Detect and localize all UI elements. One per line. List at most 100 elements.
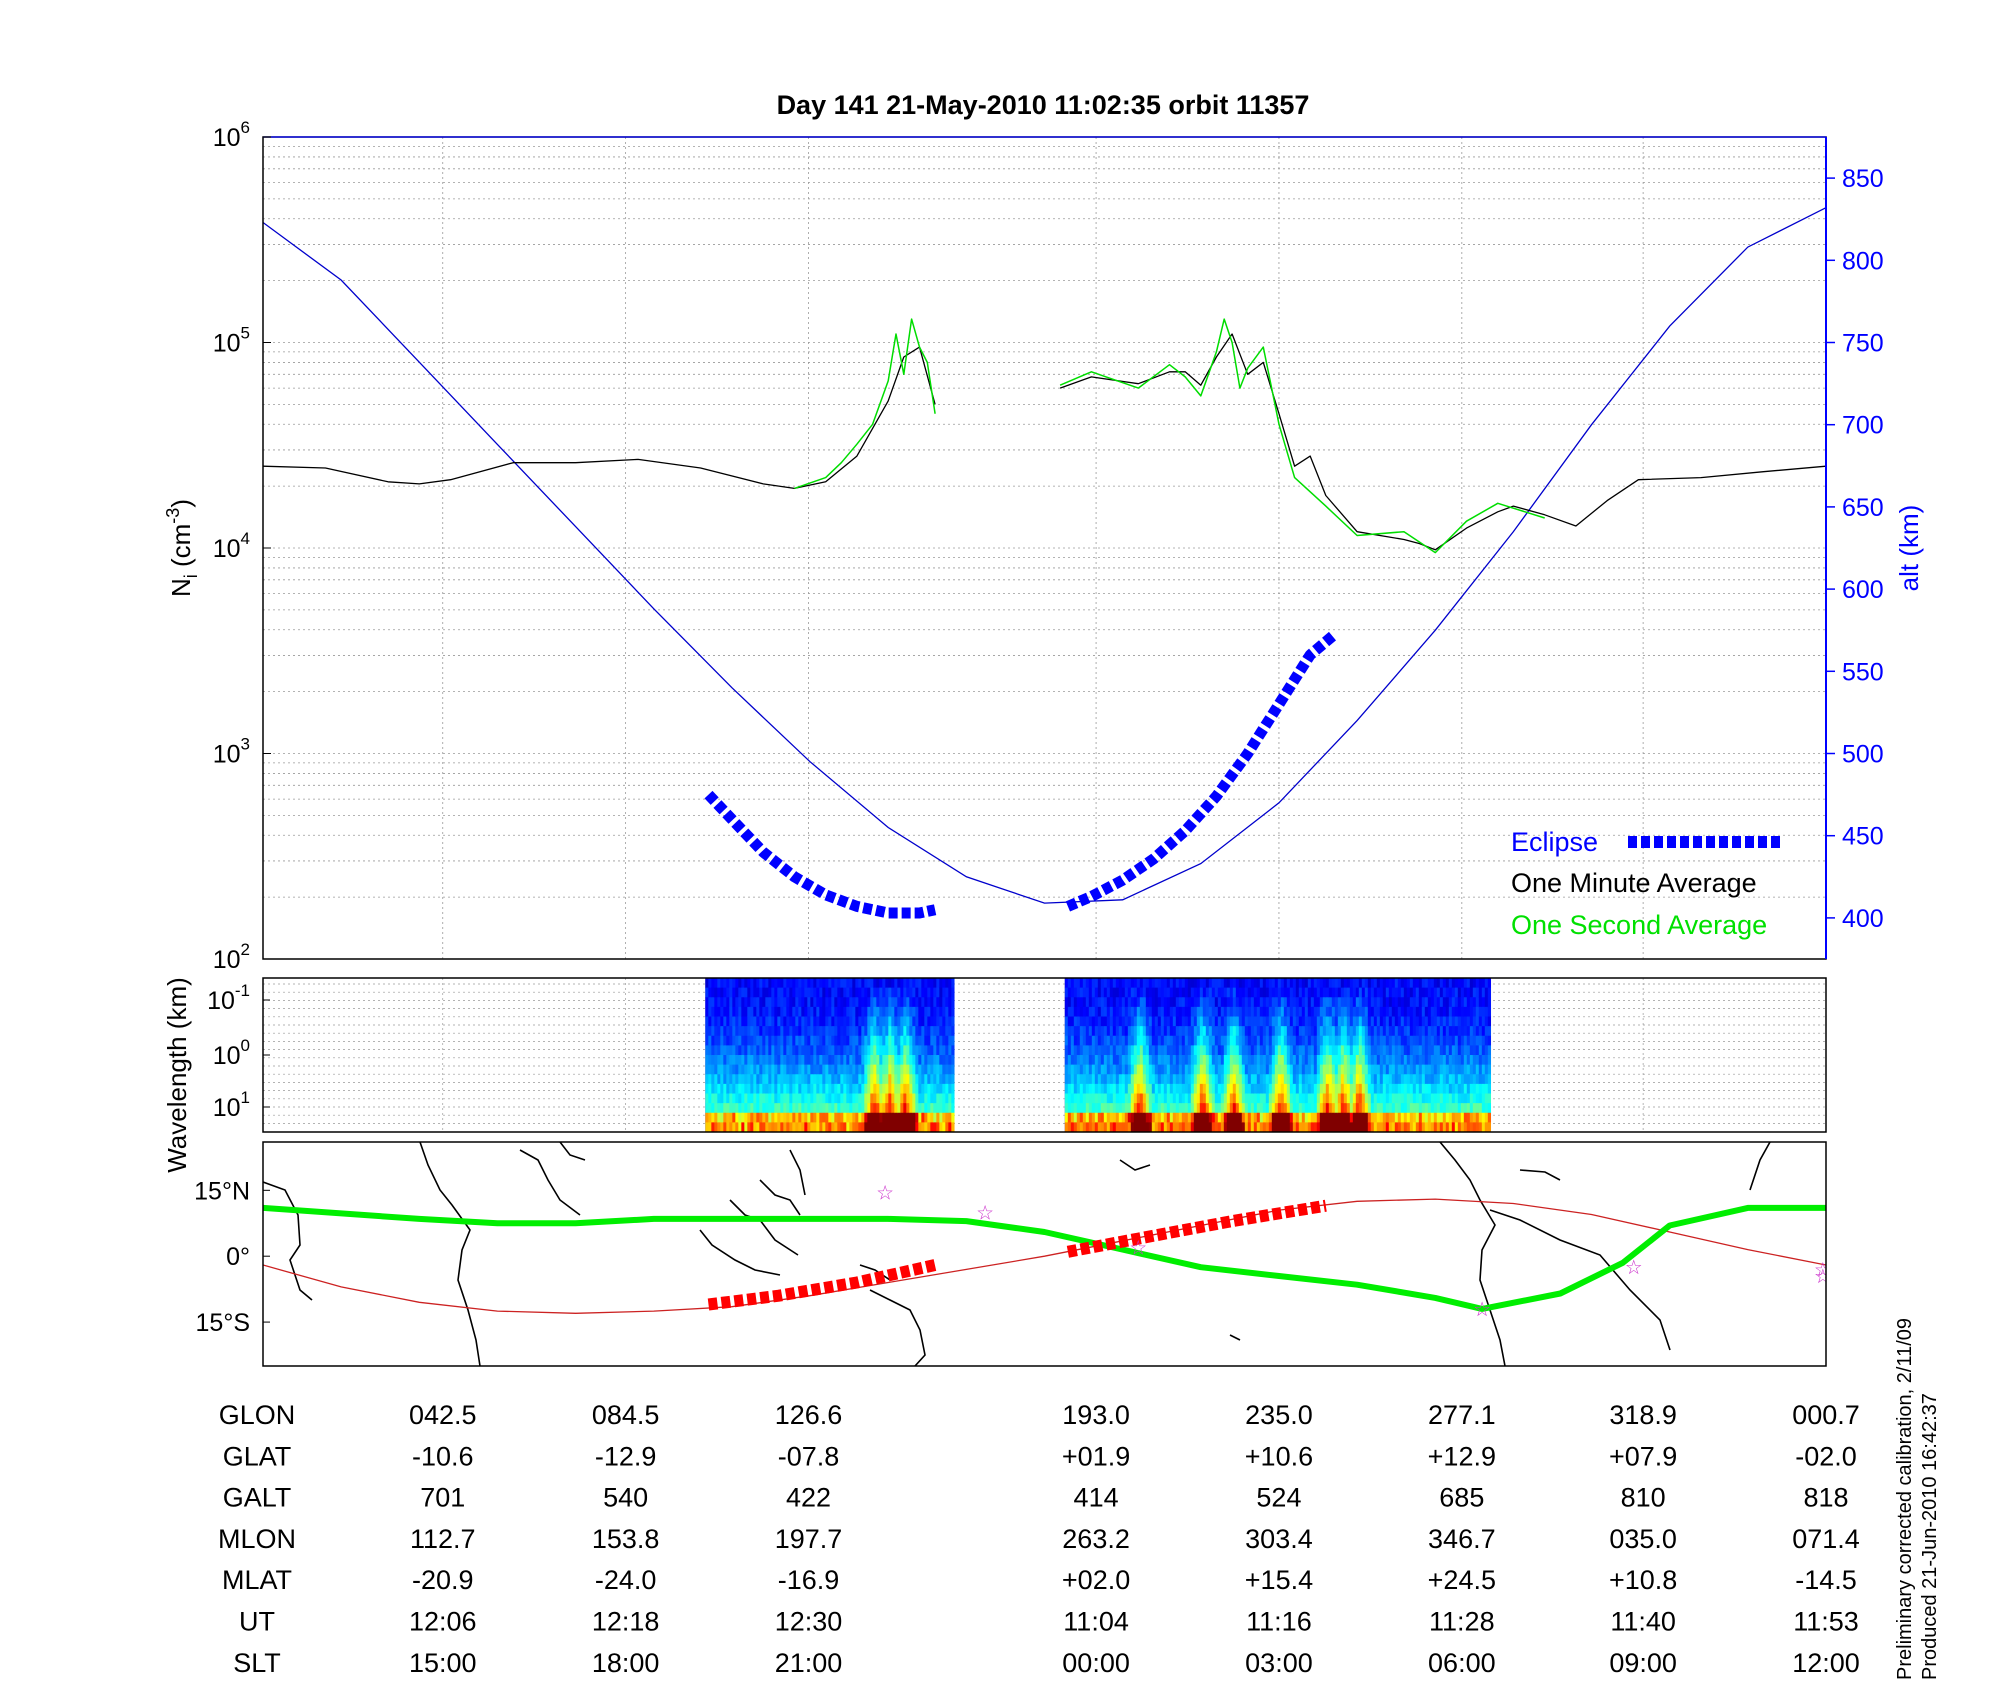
table-cell: -12.9 [595,1441,657,1471]
coastline [699,1229,781,1276]
table-cell: +12.9 [1428,1441,1496,1471]
table-cell: 09:00 [1609,1648,1677,1678]
star-marker: ☆ [976,1202,994,1224]
wavelength-y-label: Wavelength (km) [162,977,192,1173]
table-cell: +10.8 [1609,1565,1677,1595]
table-cell: 422 [786,1483,831,1513]
table-cell: 071.4 [1792,1524,1860,1554]
table-cell: 000.7 [1792,1400,1860,1430]
spectrogram-panel: 10-1 100 101 Wavelength (km) [162,977,1827,1173]
coastline [519,1149,581,1216]
coastline [1229,1334,1241,1341]
table-cell: 346.7 [1428,1524,1496,1554]
table-row-label: GLAT [223,1441,292,1471]
table-cell: 112.7 [410,1524,476,1554]
coastline [419,1142,481,1366]
altitude-tick-label: 750 [1842,330,1884,358]
one-second-line [794,318,936,490]
altitude-tick-label: 400 [1842,905,1884,933]
table-cell: 235.0 [1245,1400,1313,1430]
spectrogram-grid [263,978,1826,1132]
density-y-label: Ni (cm-3) [163,499,201,597]
table-row-label: SLT [233,1648,281,1678]
density-tick-label: 105 [213,324,250,358]
table-cell: 12:18 [592,1607,660,1637]
altitude-tick-label: 600 [1842,576,1884,604]
table-cell: +07.9 [1609,1441,1677,1471]
table-cell: +01.9 [1062,1441,1130,1471]
table-cell: 00:00 [1062,1648,1130,1678]
star-marker: ☆ [1814,1266,1832,1288]
coastline [1119,1159,1151,1171]
altitude-tick-label: 550 [1842,658,1884,686]
map-axes-box [262,1141,1827,1367]
eclipse-track [707,1259,937,1311]
table-cell: 06:00 [1428,1648,1496,1678]
altitude-tick-label: 700 [1842,412,1884,440]
table-cell: 126.6 [775,1400,843,1430]
star-marker: ☆ [1625,1257,1643,1279]
table-cell: 414 [1074,1483,1119,1513]
table-cell: 035.0 [1609,1524,1677,1554]
table-cell: 042.5 [409,1400,477,1430]
altitude-tick-label: 650 [1842,494,1884,522]
table-cell: 701 [420,1483,465,1513]
table-cell: 03:00 [1245,1648,1313,1678]
table-cell: 153.8 [592,1524,660,1554]
altitude-tick-label: 800 [1842,247,1884,275]
coastline [1439,1142,1506,1366]
table-cell: -16.9 [778,1565,840,1595]
table-cell: 810 [1621,1483,1666,1513]
altitude-y-ticks: 400 450 500 550 600 650 700 750 800 850 [1826,165,1884,933]
wavelength-tick-label: 101 [213,1088,250,1122]
one-second-line [1059,318,1545,554]
coastline [263,1181,313,1301]
star-marker: ☆ [1129,1237,1147,1259]
latitude-tick-label: 0° [226,1243,250,1271]
altitude-tick-label: 450 [1842,823,1884,851]
map-content: ☆☆☆☆☆ ☆☆ [263,1142,1832,1366]
produced-note: Produced 21-Jun-2010 16:42:37 [1919,1393,1941,1680]
coastline [1489,1209,1671,1351]
wavelength-tick-label: 100 [213,1036,250,1070]
table-cell: -24.0 [595,1565,657,1595]
table-row-label: MLAT [222,1565,292,1595]
orbit-track [263,1198,1826,1314]
altitude-tick-label: 500 [1842,741,1884,769]
table-cell: 18:00 [592,1648,660,1678]
coastline [859,1264,891,1281]
coastline [559,1142,586,1161]
table-cell: 084.5 [592,1400,660,1430]
density-tick-label: 102 [213,940,250,974]
table-cell: 277.1 [1428,1400,1496,1430]
table-row-label: MLON [218,1524,296,1554]
table-cell: 318.9 [1609,1400,1677,1430]
one-minute-line [263,346,936,490]
coastline [1749,1142,1771,1191]
density-tick-label: 103 [213,735,250,769]
chart-title: Day 141 21-May-2010 11:02:35 orbit 11357 [777,90,1310,120]
table-cell: +02.0 [1062,1565,1130,1595]
table-cell: -02.0 [1795,1441,1857,1471]
orbit-parameter-table: GLON GLAT GALT MLON MLAT UT SLT 042.5 -10.6 701 11… [218,1400,1860,1678]
table-cell: 11:53 [1793,1607,1859,1637]
table-cell: 524 [1256,1483,1301,1513]
density-tick-label: 106 [213,118,250,152]
table-cell: -20.9 [412,1565,474,1595]
coastline [789,1149,806,1196]
eclipse-segment [1065,630,1338,912]
eclipse-segment [704,790,937,919]
density-panel: 102 103 104 105 106 400 450 500 550 600 650 700 750… [163,118,1924,974]
legend-one-second: One Second Average [1511,910,1767,940]
latitude-tick-label: 15°S [196,1309,250,1337]
density-grid [263,137,1826,960]
table-row-label: GLON [219,1400,296,1430]
altitude-y-label: alt (km) [1894,505,1924,592]
spectrogram-heatmap [705,978,1492,1132]
coastline [869,1289,926,1366]
table-cell: 685 [1439,1483,1484,1513]
table-cell: 12:06 [409,1607,477,1637]
table-cell: 540 [603,1483,648,1513]
density-y-ticks: 102 103 104 105 106 [213,118,271,974]
